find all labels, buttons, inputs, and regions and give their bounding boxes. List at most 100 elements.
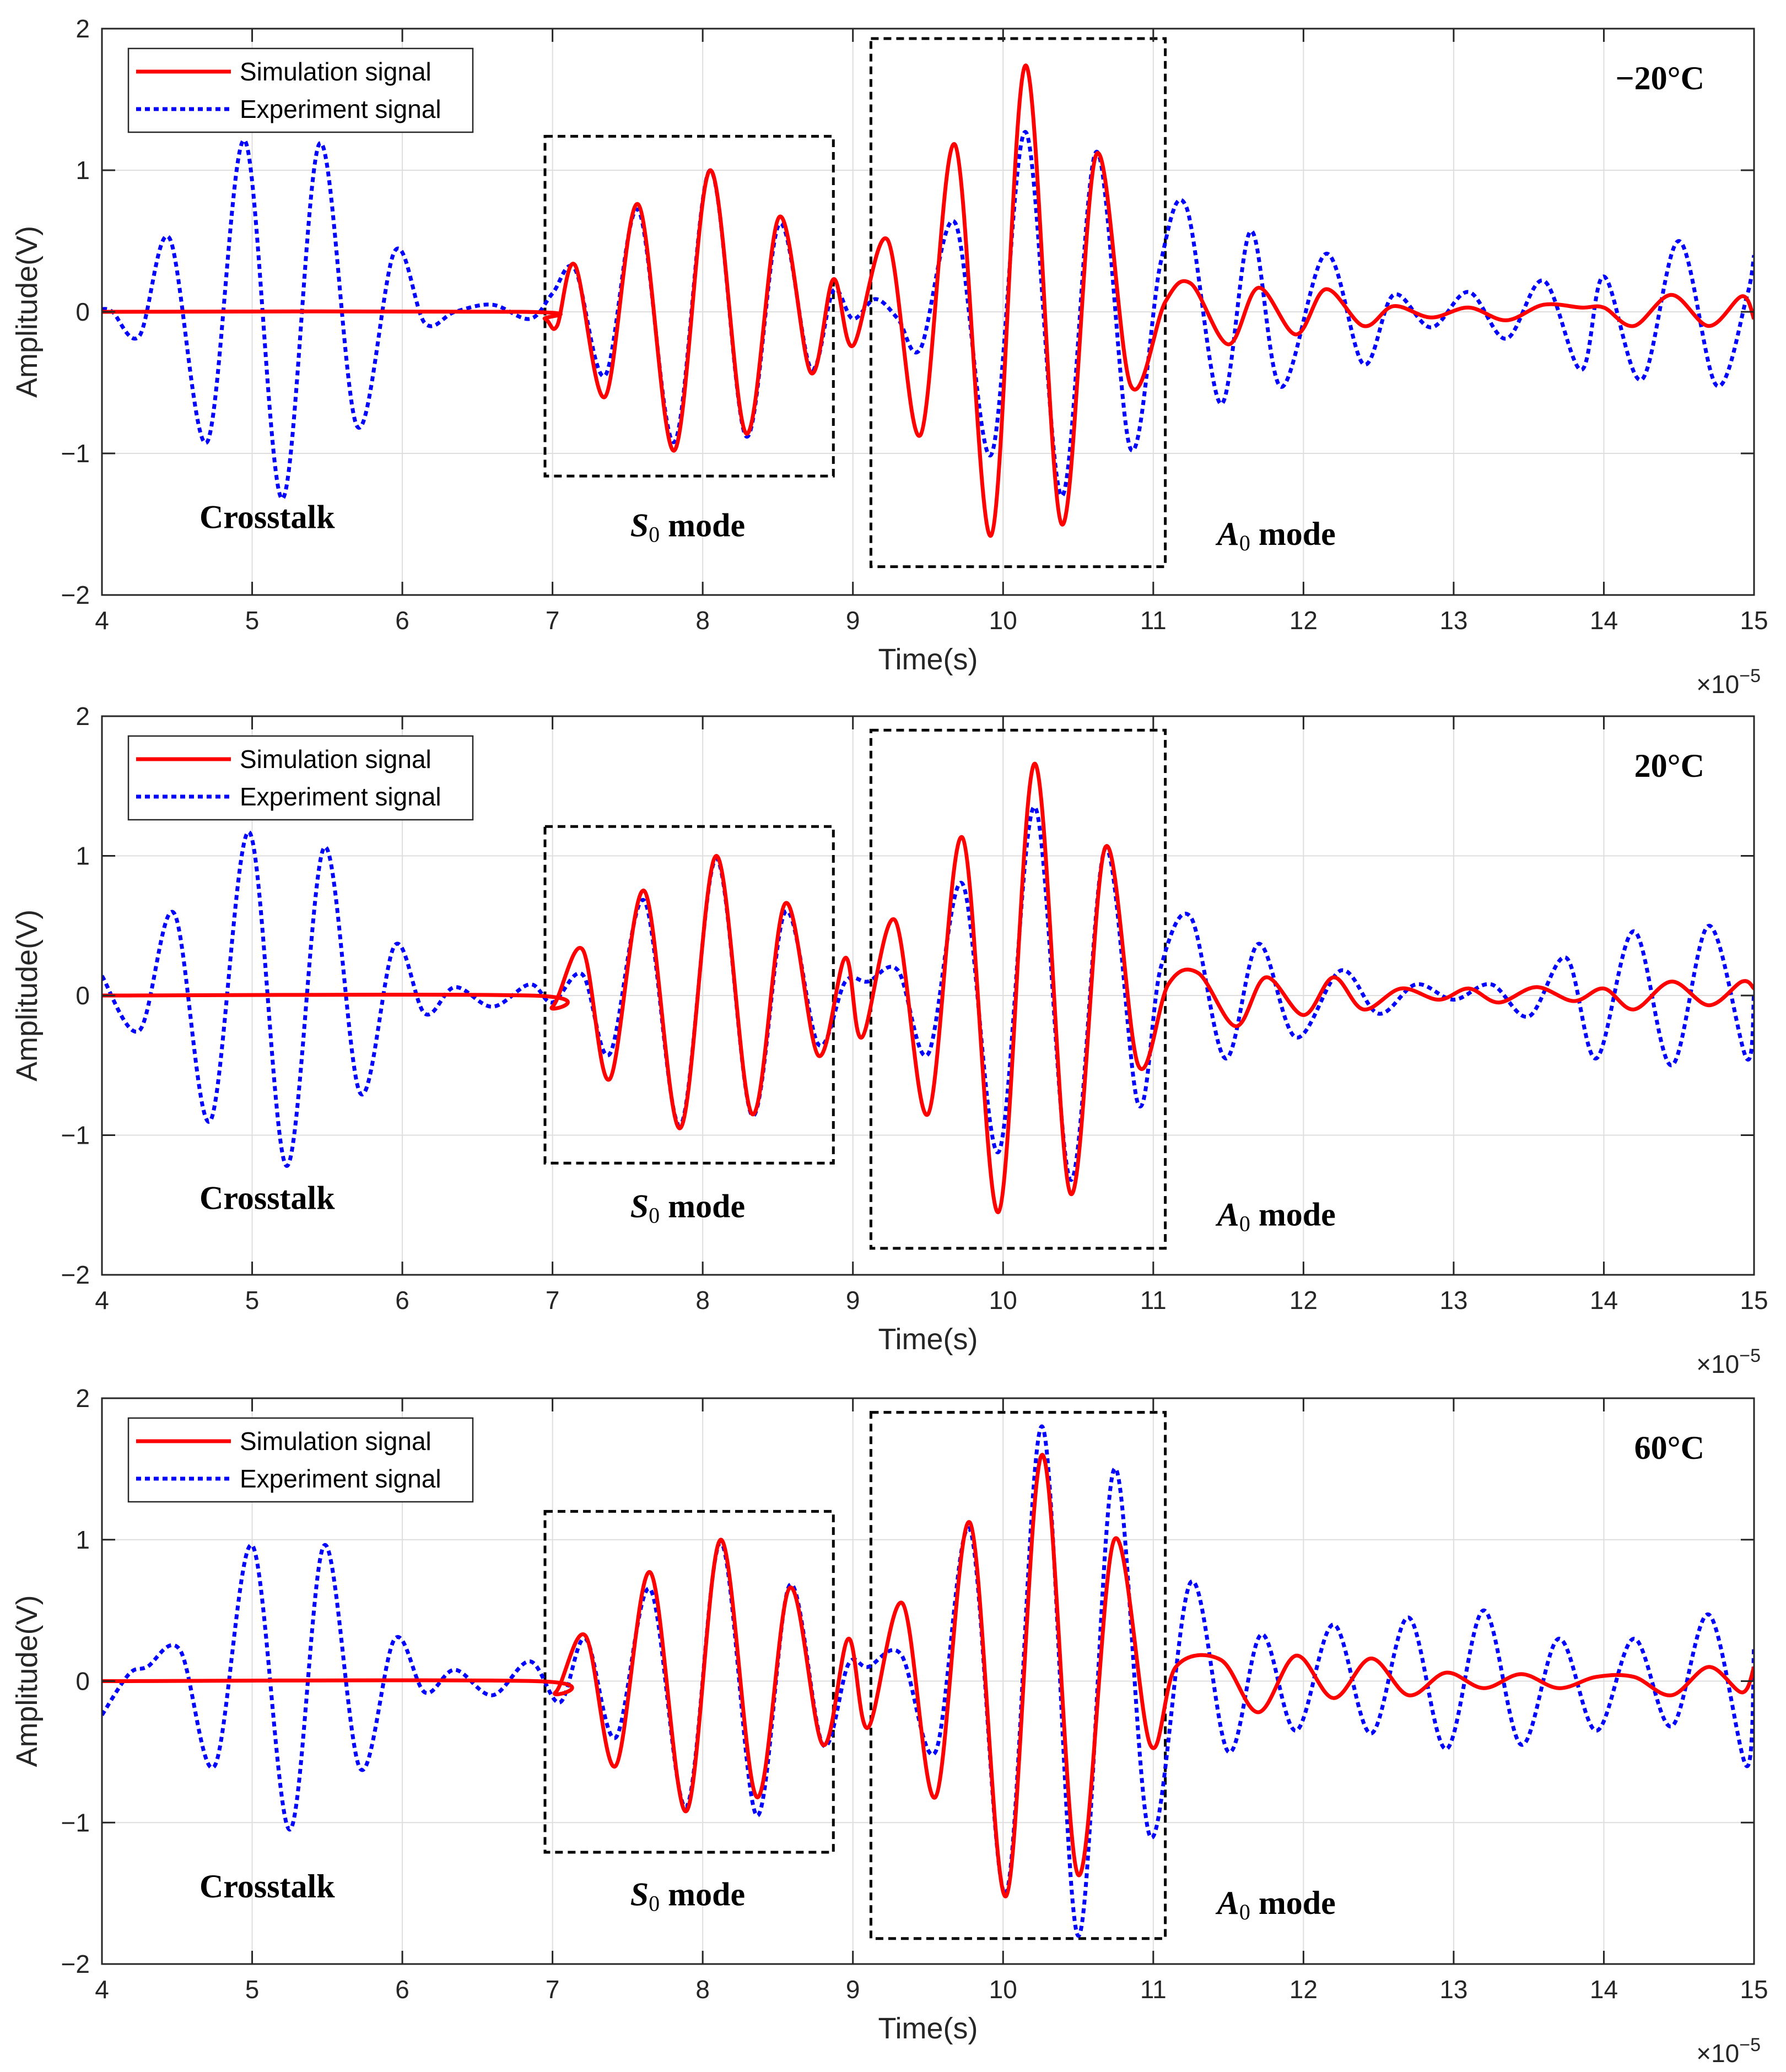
x-axis-title: Time(s) [878,2012,978,2045]
x-tick-label: 8 [695,1975,710,2004]
s0-mode-word: mode [660,1876,745,1913]
a0-mode-word: mode [1250,516,1336,552]
y-tick-label: 1 [75,1525,90,1554]
experiment-signal-line [102,130,1754,501]
a0-mode-box [869,1411,1167,1940]
x-tick-label: 9 [846,1975,860,2004]
panel-minus-20c: 4 5 6 7 8 9 10 11 12 13 14 15−2−1012Time(s)Amplitud… [10,14,1768,699]
x-tick-label: 12 [1289,1975,1318,2004]
x-exponent-base: ×10 [1696,670,1739,699]
x-exponent-power: −5 [1739,1345,1761,1366]
s0-mode-label: S0 mode [630,1188,745,1227]
a0-subscript: 0 [1239,531,1250,555]
x-tick-label: 12 [1289,1286,1318,1314]
legend-simulation-label: Simulation signal [240,57,431,86]
s0-symbol: S [630,507,649,544]
x-tick-label: 14 [1590,1975,1618,2004]
simulation-signal-line [102,63,1754,538]
s0-mode-box [543,134,835,478]
y-tick-label: −2 [61,581,90,609]
x-tick-label: 4 [95,1975,109,2004]
x-tick-label: 6 [395,1975,409,2004]
a0-symbol: A [1215,1196,1239,1232]
temperature-label: 20°C [1634,748,1704,784]
x-tick-label: 5 [245,1286,260,1314]
legend-experiment-label: Experiment signal [240,1464,441,1493]
a0-mode-word: mode [1250,1196,1336,1232]
panel-20c: 4 5 6 7 8 9 10 11 12 13 14 15−2−1012Time(s)Amplitud… [10,702,1768,1378]
y-tick-label: −2 [61,1950,90,1978]
x-tick-label: 12 [1289,606,1318,635]
x-tick-label: 4 [95,1286,109,1314]
x-exponent-base: ×10 [1696,2039,1739,2068]
s0-subscript: 0 [649,1891,660,1916]
a0-mode-label: A0 mode [1215,1885,1336,1924]
s0-subscript: 0 [649,1203,660,1227]
x-tick-label: 10 [989,1975,1017,2004]
s0-symbol: S [630,1188,649,1224]
legend-simulation-label: Simulation signal [240,745,431,773]
x-tick-label: 15 [1740,1286,1768,1314]
x-exponent-label: ×10−5 [1696,1345,1761,1378]
crosstalk-label: Crosstalk [199,1868,335,1905]
legend-box [127,1417,474,1503]
y-tick-label: −1 [61,439,90,468]
simulation-signal-line [102,1453,1754,1898]
s0-mode-word: mode [660,1188,745,1224]
a0-mode-label: A0 mode [1215,1196,1336,1236]
legend-box [127,735,474,821]
x-tick-label: 11 [1140,1286,1167,1314]
simulation-signal-line [102,761,1754,1214]
crosstalk-label: Crosstalk [199,1180,335,1216]
x-exponent-power: −5 [1739,2035,1761,2055]
x-tick-label: 14 [1590,606,1618,635]
y-tick-label: 0 [75,981,90,1010]
x-tick-label: 11 [1140,606,1167,635]
x-tick-label: 7 [546,606,560,635]
x-exponent-power: −5 [1739,666,1761,686]
y-tick-label: −1 [61,1808,90,1837]
x-tick-label: 8 [695,1286,710,1314]
x-tick-label: 11 [1140,1975,1167,2004]
x-tick-label: 10 [989,1286,1017,1314]
a0-subscript: 0 [1239,1900,1250,1924]
x-exponent-label: ×10−5 [1696,2035,1761,2068]
y-axis-title: Amplitude(V) [10,910,44,1081]
a0-symbol: A [1215,1885,1239,1921]
a0-mode-word: mode [1250,1885,1336,1921]
temperature-label: −20°C [1615,60,1704,96]
x-tick-label: 8 [695,606,710,635]
y-tick-label: −1 [61,1121,90,1150]
x-tick-label: 13 [1439,606,1467,635]
y-tick-label: 2 [75,1384,90,1413]
x-tick-label: 9 [846,606,860,635]
x-tick-label: 7 [546,1975,560,2004]
y-tick-label: 1 [75,842,90,870]
s0-symbol: S [630,1876,649,1913]
x-tick-label: 5 [245,606,260,635]
s0-mode-label: S0 mode [630,1876,745,1916]
x-tick-label: 13 [1439,1975,1467,2004]
x-exponent-base: ×10 [1696,1350,1739,1378]
x-tick-label: 13 [1439,1286,1467,1314]
y-tick-label: −2 [61,1260,90,1289]
y-tick-label: 2 [75,702,90,731]
x-axis-title: Time(s) [878,1323,978,1356]
x-tick-label: 10 [989,606,1017,635]
y-axis-title: Amplitude(V) [10,226,44,398]
panel-60c: 4 5 6 7 8 9 10 11 12 13 14 15−2−1012Time(s)Amplitud… [10,1384,1768,2068]
s0-mode-word: mode [660,507,745,544]
x-tick-label: 4 [95,606,109,635]
x-tick-label: 6 [395,606,409,635]
a0-subscript: 0 [1239,1211,1250,1236]
x-tick-label: 15 [1740,606,1768,635]
temperature-label: 60°C [1634,1430,1704,1466]
crosstalk-label: Crosstalk [199,499,335,535]
a0-mode-label: A0 mode [1215,516,1336,555]
x-exponent-label: ×10−5 [1696,666,1761,699]
s0-subscript: 0 [649,522,660,547]
y-tick-label: 0 [75,1667,90,1696]
legend-simulation-label: Simulation signal [240,1427,431,1456]
legend-experiment-label: Experiment signal [240,95,441,123]
y-tick-label: 2 [75,14,90,43]
